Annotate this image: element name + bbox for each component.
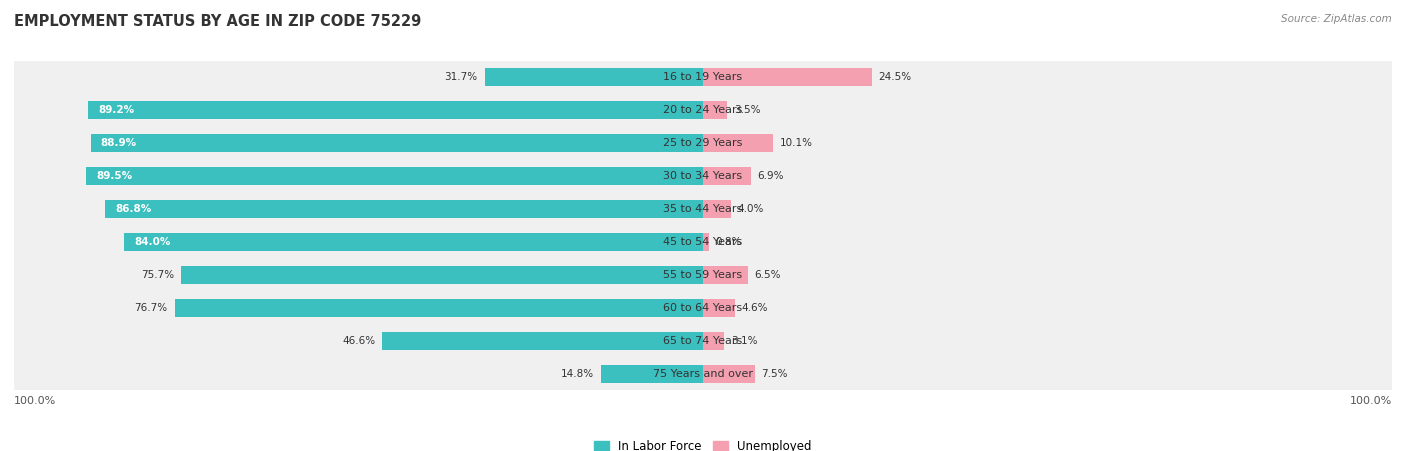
Bar (382, 332, 703, 350)
Bar (14, 193, 1392, 226)
Text: 20 to 24 Years: 20 to 24 Years (664, 105, 742, 115)
Text: 76.7%: 76.7% (135, 303, 167, 313)
Text: 60 to 64 Years: 60 to 64 Years (664, 303, 742, 313)
Bar (90, 134, 703, 152)
Bar (14, 94, 1392, 127)
Text: 14.8%: 14.8% (561, 369, 595, 379)
Bar (86, 167, 703, 185)
Text: 0.8%: 0.8% (716, 237, 742, 247)
Text: 6.9%: 6.9% (758, 171, 785, 181)
Text: 30 to 34 Years: 30 to 34 Years (664, 171, 742, 181)
Bar (14, 324, 1392, 357)
Bar (703, 332, 724, 350)
Bar (703, 365, 755, 383)
Text: 3.5%: 3.5% (734, 105, 761, 115)
Text: 86.8%: 86.8% (115, 204, 152, 214)
Bar (89, 101, 703, 119)
Text: 24.5%: 24.5% (879, 72, 912, 82)
Text: 75.7%: 75.7% (142, 270, 174, 280)
Bar (124, 233, 703, 251)
Text: 7.5%: 7.5% (762, 369, 787, 379)
Text: 89.5%: 89.5% (97, 171, 132, 181)
Bar (703, 233, 709, 251)
Bar (181, 266, 703, 284)
Bar (105, 200, 703, 218)
Bar (600, 365, 703, 383)
Bar (14, 61, 1392, 94)
Text: 89.2%: 89.2% (98, 105, 135, 115)
Text: 4.6%: 4.6% (741, 303, 768, 313)
Text: 100.0%: 100.0% (14, 396, 56, 406)
Text: 31.7%: 31.7% (444, 72, 478, 82)
Text: 46.6%: 46.6% (342, 336, 375, 346)
Text: 25 to 29 Years: 25 to 29 Years (664, 138, 742, 148)
Text: 75 Years and over: 75 Years and over (652, 369, 754, 379)
Bar (14, 357, 1392, 390)
Text: 65 to 74 Years: 65 to 74 Years (664, 336, 742, 346)
Bar (703, 101, 727, 119)
Bar (703, 167, 751, 185)
Legend: In Labor Force, Unemployed: In Labor Force, Unemployed (595, 440, 811, 451)
Text: 35 to 44 Years: 35 to 44 Years (664, 204, 742, 214)
Bar (703, 200, 731, 218)
Bar (174, 299, 703, 317)
Bar (485, 68, 703, 86)
Bar (703, 68, 872, 86)
Text: EMPLOYMENT STATUS BY AGE IN ZIP CODE 75229: EMPLOYMENT STATUS BY AGE IN ZIP CODE 752… (14, 14, 422, 28)
Text: 3.1%: 3.1% (731, 336, 758, 346)
Bar (703, 266, 748, 284)
Bar (703, 134, 772, 152)
Text: 84.0%: 84.0% (135, 237, 172, 247)
Text: 6.5%: 6.5% (755, 270, 782, 280)
Bar (14, 258, 1392, 291)
Text: 16 to 19 Years: 16 to 19 Years (664, 72, 742, 82)
Text: 4.0%: 4.0% (738, 204, 763, 214)
Bar (14, 291, 1392, 324)
Text: 45 to 54 Years: 45 to 54 Years (664, 237, 742, 247)
Text: 10.1%: 10.1% (779, 138, 813, 148)
Bar (14, 127, 1392, 160)
Bar (703, 299, 735, 317)
Text: 88.9%: 88.9% (101, 138, 136, 148)
Text: 55 to 59 Years: 55 to 59 Years (664, 270, 742, 280)
Text: Source: ZipAtlas.com: Source: ZipAtlas.com (1281, 14, 1392, 23)
Bar (14, 160, 1392, 193)
Text: 100.0%: 100.0% (1350, 396, 1392, 406)
Bar (14, 226, 1392, 258)
